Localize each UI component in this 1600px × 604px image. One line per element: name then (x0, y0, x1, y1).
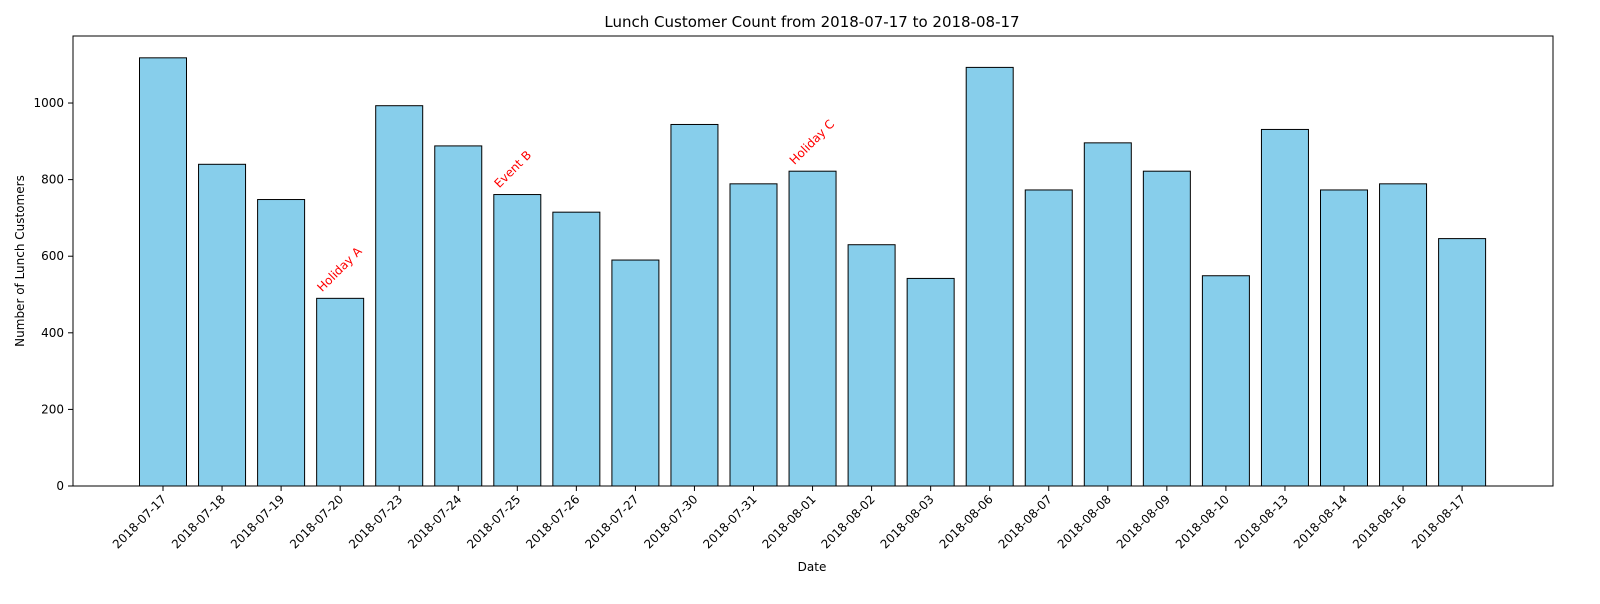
y-tick-label: 800 (41, 173, 64, 187)
bar (965, 66, 1014, 487)
bar (1083, 142, 1132, 487)
x-tick-label: 2018-08-01 (759, 492, 818, 551)
y-tick-label: 1000 (33, 96, 64, 110)
x-tick-label: 2018-08-16 (1350, 492, 1409, 551)
bar (316, 297, 365, 487)
x-tick-label: 2018-08-02 (819, 492, 878, 551)
y-tick-label: 400 (41, 326, 64, 340)
bar (552, 211, 601, 487)
annotation-label: Holiday A (314, 244, 365, 295)
bar (1320, 189, 1368, 487)
y-tick-label: 200 (41, 402, 64, 416)
bar (198, 163, 247, 487)
bar (493, 194, 542, 487)
bar (1024, 189, 1073, 487)
x-tick-label: 2018-08-06 (937, 492, 996, 551)
x-tick-label: 2018-08-03 (878, 492, 937, 551)
bar (1379, 183, 1428, 487)
y-tick-label: 600 (41, 249, 64, 263)
x-tick-label: 2018-08-10 (1173, 492, 1232, 551)
bar (139, 57, 187, 487)
bar (257, 199, 306, 487)
x-tick-label: 2018-08-08 (1055, 492, 1114, 551)
x-tick-label: 2018-07-25 (464, 492, 523, 551)
x-tick-label: 2018-07-19 (228, 492, 287, 551)
bar (611, 259, 660, 487)
annotation-label: Event B (492, 148, 535, 191)
x-tick-label: 2018-08-07 (996, 492, 1055, 551)
x-tick-label: 2018-07-18 (169, 492, 228, 551)
bar (729, 183, 778, 487)
x-axis-label: Date (798, 560, 827, 574)
bar (1438, 238, 1487, 487)
x-tick-label: 2018-07-30 (641, 492, 700, 551)
x-tick-label: 2018-07-31 (700, 492, 759, 551)
bar (906, 277, 955, 487)
x-tick-label: 2018-07-24 (405, 492, 464, 551)
x-tick-label: 2018-07-20 (287, 492, 346, 551)
x-tick-label: 2018-08-17 (1409, 492, 1468, 551)
annotation-label: Holiday C (787, 117, 837, 167)
x-tick-label: 2018-08-09 (1114, 492, 1173, 551)
chart-title: Lunch Customer Count from 2018-07-17 to … (604, 13, 1019, 31)
x-tick-label: 2018-08-13 (1232, 492, 1291, 551)
x-tick-label: 2018-07-23 (346, 492, 405, 551)
y-tick-label: 0 (56, 479, 64, 493)
bar (788, 170, 837, 487)
bar (375, 105, 424, 487)
x-tick-label: 2018-07-27 (582, 492, 641, 551)
bar (1260, 128, 1309, 487)
x-tick-label: 2018-07-17 (110, 492, 169, 551)
bar (434, 145, 483, 487)
bar (1201, 275, 1250, 487)
x-tick-label: 2018-08-14 (1291, 492, 1350, 551)
x-tick-label: 2018-07-26 (523, 492, 582, 551)
bar (1142, 170, 1191, 487)
bar (670, 123, 719, 487)
bar (847, 244, 896, 487)
y-axis-label: Number of Lunch Customers (13, 175, 27, 347)
